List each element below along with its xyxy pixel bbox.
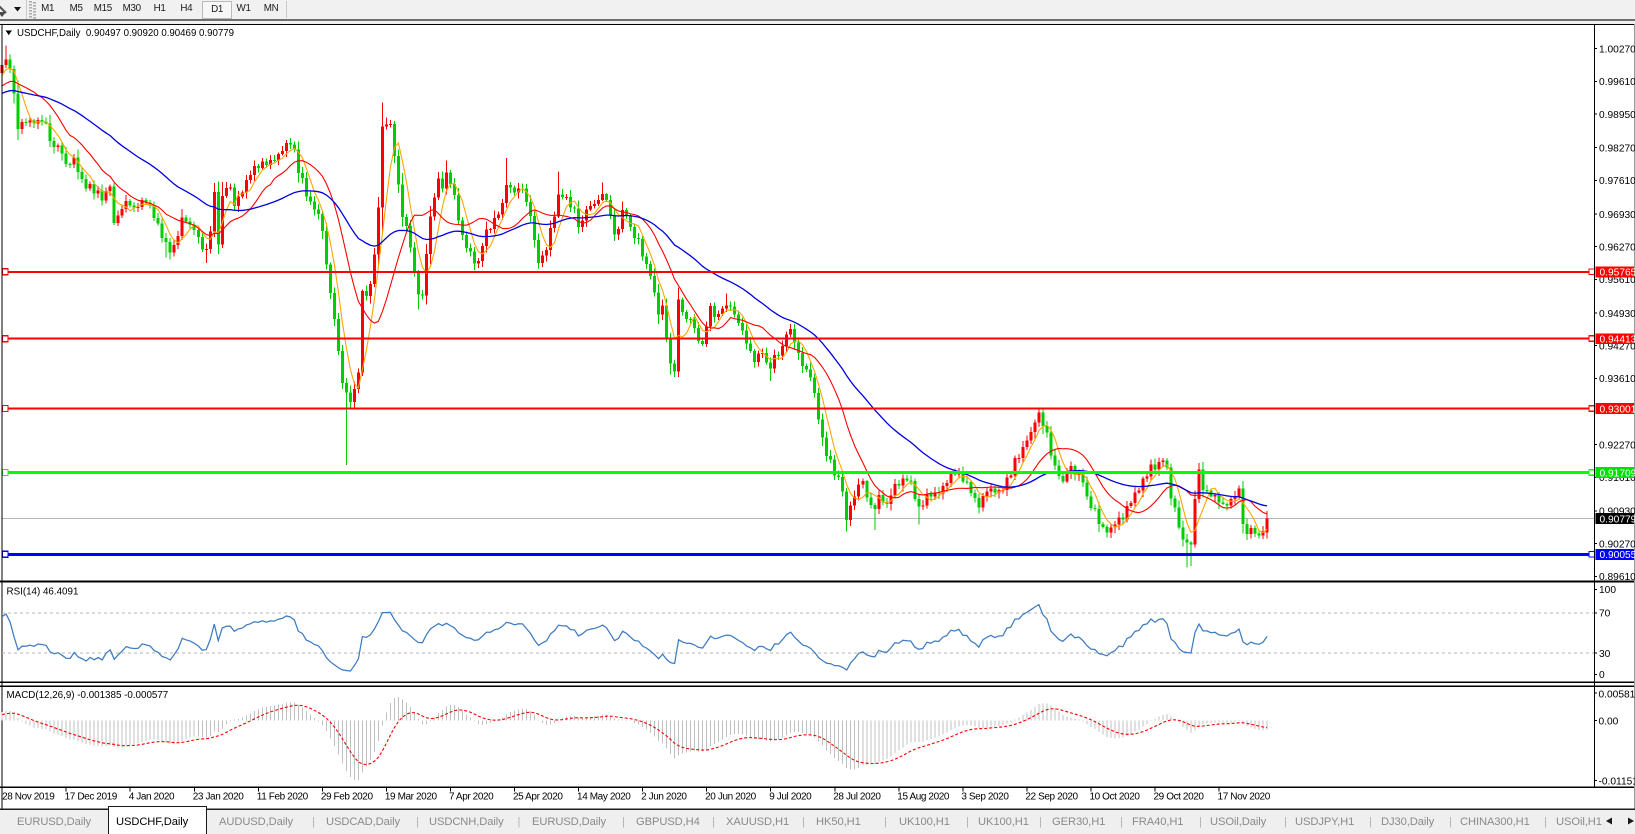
svg-text:29 Feb 2020: 29 Feb 2020 [321,792,374,803]
svg-text:1.00270: 1.00270 [1599,44,1635,55]
svg-text:MACD(12,26,9) -0.001385 -0.000: MACD(12,26,9) -0.001385 -0.000577 [7,690,169,701]
svg-text:28 Nov 2019: 28 Nov 2019 [2,792,55,803]
svg-text:0.89610: 0.89610 [1599,572,1635,583]
svg-text:0.93001: 0.93001 [1600,404,1635,415]
svg-text:15 Aug 2020: 15 Aug 2020 [897,792,950,803]
svg-text:0.00: 0.00 [1599,716,1619,727]
svg-text:0.90930: 0.90930 [1599,507,1635,518]
svg-text:17 Dec 2019: 17 Dec 2019 [65,792,118,803]
svg-text:0.95765: 0.95765 [1600,268,1635,279]
svg-text:0: 0 [1599,670,1605,681]
svg-text:0.90055: 0.90055 [1600,550,1635,561]
svg-text:4 Jan 2020: 4 Jan 2020 [129,792,175,803]
svg-text:0.96270: 0.96270 [1599,242,1635,253]
svg-text:0.90779: 0.90779 [1600,514,1635,525]
svg-text:70: 70 [1599,609,1611,620]
svg-text:0.005818: 0.005818 [1599,690,1635,701]
svg-text:14 May 2020: 14 May 2020 [577,792,631,803]
svg-text:0.93610: 0.93610 [1599,374,1635,385]
svg-text:20 Jun 2020: 20 Jun 2020 [705,792,756,803]
svg-text:0.92270: 0.92270 [1599,440,1635,451]
svg-text:9 Jul 2020: 9 Jul 2020 [769,792,812,803]
svg-text:11 Feb 2020: 11 Feb 2020 [257,792,309,803]
svg-text:0.98950: 0.98950 [1599,110,1635,121]
svg-text:0.94270: 0.94270 [1599,341,1635,352]
svg-text:RSI(14) 46.4091: RSI(14) 46.4091 [7,587,79,598]
svg-text:USDCHF,Daily 0.90497 0.90920: USDCHF,Daily 0.90497 0.90920 0.90469 0.9… [17,28,234,39]
svg-text:23 Jan 2020: 23 Jan 2020 [193,792,244,803]
svg-text:0.97610: 0.97610 [1599,176,1635,187]
svg-text:100: 100 [1599,585,1616,596]
svg-text:19 Mar 2020: 19 Mar 2020 [385,792,438,803]
svg-text:0.91610: 0.91610 [1599,473,1635,484]
svg-text:0.98270: 0.98270 [1599,143,1635,154]
svg-text:0.94930: 0.94930 [1599,309,1635,320]
svg-text:0.91709: 0.91709 [1600,468,1635,479]
svg-text:29 Oct 2020: 29 Oct 2020 [1154,792,1205,803]
svg-text:17 Nov 2020: 17 Nov 2020 [1218,792,1271,803]
svg-text:0.94413: 0.94413 [1600,334,1635,345]
svg-text:0.99610: 0.99610 [1599,77,1635,88]
svg-text:28 Jul 2020: 28 Jul 2020 [833,792,881,803]
svg-text:0.95610: 0.95610 [1599,275,1635,286]
svg-text:10 Oct 2020: 10 Oct 2020 [1089,792,1140,803]
svg-text:30: 30 [1599,649,1611,660]
svg-text:0.90270: 0.90270 [1599,539,1635,550]
svg-text:2 Jun 2020: 2 Jun 2020 [641,792,687,803]
svg-text:7 Apr 2020: 7 Apr 2020 [449,792,494,803]
svg-text:0.96930: 0.96930 [1599,210,1635,221]
svg-text:3 Sep 2020: 3 Sep 2020 [961,792,1009,803]
svg-text:25 Apr 2020: 25 Apr 2020 [513,792,563,803]
svg-text:-0.011514: -0.011514 [1599,776,1635,787]
svg-text:22 Sep 2020: 22 Sep 2020 [1025,792,1078,803]
